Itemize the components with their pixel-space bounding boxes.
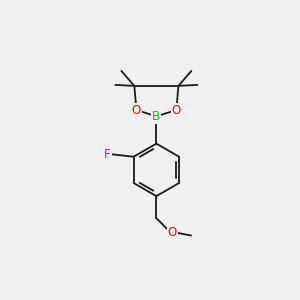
Text: O: O [132, 103, 141, 116]
Text: F: F [104, 148, 111, 160]
Text: B: B [152, 110, 160, 123]
Text: O: O [167, 226, 177, 239]
Text: O: O [172, 103, 181, 116]
